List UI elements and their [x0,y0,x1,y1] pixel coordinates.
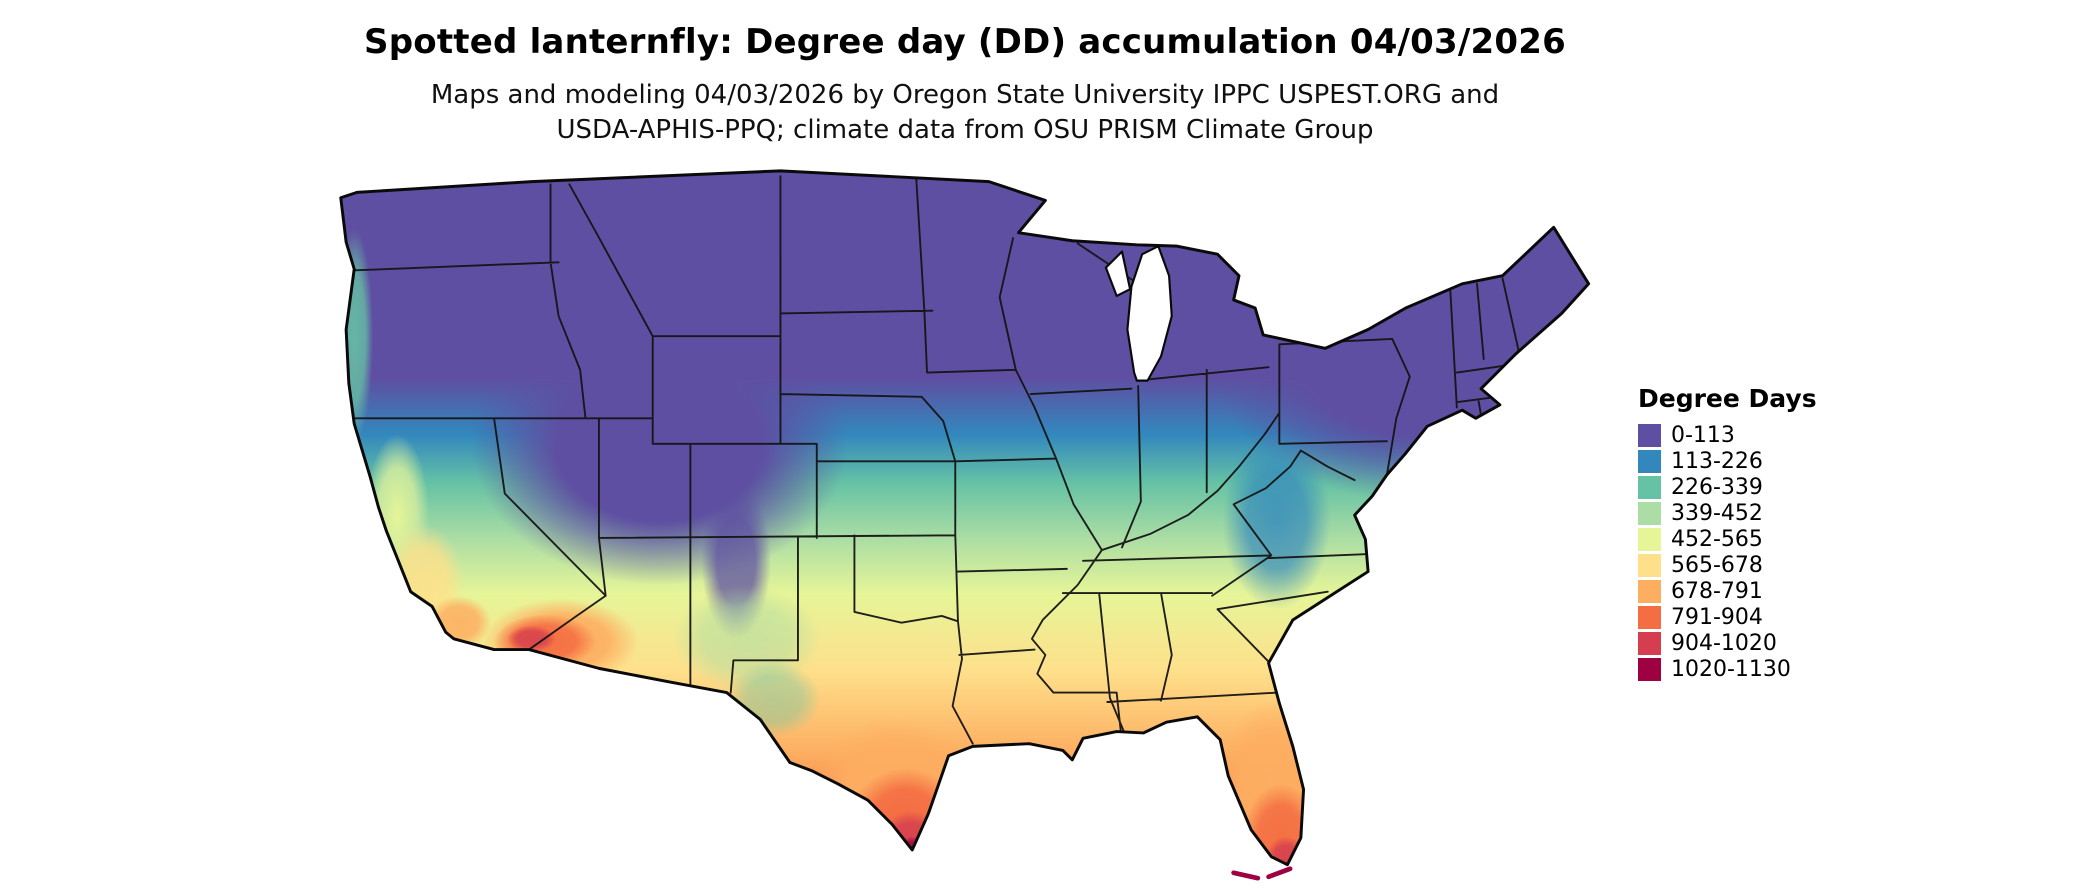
legend-item: 452-565 [1638,526,1817,552]
legend-item-label: 1020-1130 [1671,656,1791,682]
legend-swatch [1638,631,1661,655]
legend-swatch [1638,501,1661,525]
florida-keys [1231,866,1293,881]
legend-item-label: 452-565 [1671,526,1763,552]
legend-item: 113-226 [1638,448,1817,474]
page-subtitle: Maps and modeling 04/03/2026 by Oregon S… [0,78,1930,148]
legend-item: 565-678 [1638,552,1817,578]
legend-item: 904-1020 [1638,630,1817,656]
legend-item-label: 678-791 [1671,578,1763,604]
us-degree-day-map [330,168,1594,881]
green-bay [1104,250,1132,297]
appalachian-cool-zone [1222,431,1331,610]
legend-item: 1020-1130 [1638,656,1817,682]
legend-item-label: 0-113 [1671,422,1735,448]
legend-item: 339-452 [1638,500,1817,526]
subtitle-line-2: USDA-APHIS-PPQ; climate data from OSU PR… [556,115,1374,146]
title-block: Spotted lanternfly: Degree day (DD) accu… [0,22,1930,148]
legend-swatch [1638,527,1661,551]
legend-item-label: 226-339 [1671,474,1763,500]
legend-item-label: 113-226 [1671,448,1763,474]
legend-swatch [1638,657,1661,681]
legend-item-label: 565-678 [1671,552,1763,578]
legend-swatch [1638,423,1661,447]
west-texas-zone [726,661,821,737]
legend-swatch [1638,579,1661,603]
legend-swatch [1638,553,1661,577]
us-map-svg [339,169,1591,881]
legend-item: 678-791 [1638,578,1817,604]
great-lakes [1104,245,1173,382]
legend-items: 0-113 113-226 226-339 339-452 452-565 565-678… [1638,422,1817,682]
legend-title: Degree Days [1638,384,1817,413]
arizona-hottest [507,625,556,653]
legend-swatch [1638,605,1661,629]
legend-item-label: 339-452 [1671,500,1763,526]
lake-michigan [1126,245,1173,382]
legend-item-label: 791-904 [1671,604,1763,630]
legend-item-label: 904-1020 [1671,630,1777,656]
legend-item: 791-904 [1638,604,1817,630]
legend-swatch [1638,475,1661,499]
legend: Degree Days 0-113 113-226 226-339 339-452 45… [1638,384,1817,682]
subtitle-line-1: Maps and modeling 04/03/2026 by Oregon S… [430,80,1500,110]
page-title: Spotted lanternfly: Degree day (DD) accu… [364,22,1566,62]
pacific-coast-zone [340,228,374,444]
state-borders [347,175,1520,745]
legend-swatch [1638,449,1661,473]
legend-item: 226-339 [1638,474,1817,500]
legend-item: 0-113 [1638,422,1817,448]
